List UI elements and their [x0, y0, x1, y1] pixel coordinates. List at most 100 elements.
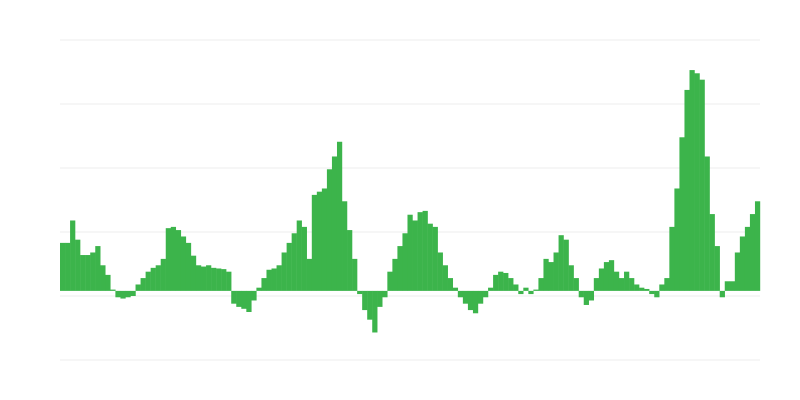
bar	[367, 290, 373, 320]
bar	[60, 242, 66, 291]
bar	[694, 73, 700, 291]
bar	[190, 255, 197, 291]
bar	[256, 287, 262, 291]
bar	[477, 290, 484, 304]
bar	[75, 239, 81, 291]
bar	[427, 223, 433, 291]
bar	[105, 274, 111, 291]
bar	[145, 271, 151, 291]
bar	[699, 79, 705, 291]
bar	[382, 290, 388, 298]
bar	[236, 290, 242, 307]
bar	[457, 290, 464, 298]
bar	[261, 278, 267, 291]
bar	[513, 284, 519, 291]
bar	[130, 290, 136, 296]
bar	[639, 287, 645, 291]
bar	[729, 281, 736, 291]
bar	[296, 220, 302, 291]
bar	[135, 284, 141, 291]
bar	[201, 266, 207, 291]
bar	[528, 290, 534, 295]
bar	[493, 274, 499, 291]
bar	[588, 290, 595, 301]
bar	[281, 252, 287, 291]
bar	[271, 268, 277, 291]
bar	[558, 235, 564, 291]
bar	[437, 252, 443, 291]
bar	[734, 252, 741, 291]
bar	[503, 272, 509, 291]
bar	[669, 226, 675, 291]
bar	[311, 194, 318, 291]
bar	[362, 290, 368, 311]
bar	[624, 271, 630, 291]
bar	[211, 267, 217, 291]
bar	[306, 258, 312, 291]
bar	[664, 278, 670, 291]
bar	[326, 169, 333, 291]
bar	[543, 258, 549, 291]
bar	[488, 287, 494, 291]
bar	[377, 290, 383, 307]
bar	[90, 252, 96, 291]
bar	[180, 236, 187, 291]
bar	[372, 290, 378, 333]
bar	[65, 242, 71, 291]
bar	[286, 242, 292, 291]
bar	[316, 191, 323, 291]
bar	[95, 246, 101, 291]
bar	[749, 214, 756, 291]
bar	[251, 290, 257, 301]
bar	[417, 212, 423, 291]
bar	[724, 281, 730, 291]
bar	[483, 290, 489, 298]
bar	[538, 278, 544, 291]
bar	[714, 246, 720, 291]
bar	[654, 290, 660, 298]
bar	[115, 290, 121, 298]
bar	[593, 278, 600, 291]
bar	[120, 290, 126, 299]
bar	[321, 188, 328, 291]
bar	[140, 278, 146, 291]
bar	[634, 284, 640, 291]
bar	[467, 290, 474, 311]
bar	[216, 268, 222, 291]
bar	[387, 271, 393, 291]
bar	[508, 278, 514, 291]
bar	[276, 265, 282, 291]
bar	[266, 269, 272, 291]
bar	[342, 201, 348, 291]
bar	[573, 278, 579, 291]
bar	[679, 137, 685, 291]
bar	[603, 262, 610, 291]
bar	[462, 290, 469, 304]
bar	[578, 290, 584, 298]
bar	[412, 220, 418, 291]
bar	[221, 269, 227, 291]
bar	[432, 226, 438, 291]
bar	[357, 290, 363, 295]
bar	[165, 228, 171, 291]
bar	[110, 289, 116, 291]
bar	[246, 290, 252, 312]
bar	[447, 278, 454, 291]
bar	[452, 287, 459, 291]
bar	[644, 288, 650, 291]
bar	[70, 220, 76, 291]
bar	[563, 239, 569, 291]
bar	[160, 258, 166, 291]
bar	[548, 262, 554, 291]
bar	[744, 226, 751, 291]
bar	[498, 271, 504, 291]
bar	[195, 265, 202, 291]
bar	[170, 226, 177, 291]
bar	[583, 290, 589, 305]
bar	[231, 290, 237, 304]
bar	[291, 233, 297, 291]
bar	[689, 70, 695, 291]
bar	[442, 265, 448, 291]
bar	[709, 214, 715, 291]
bar	[568, 265, 574, 291]
